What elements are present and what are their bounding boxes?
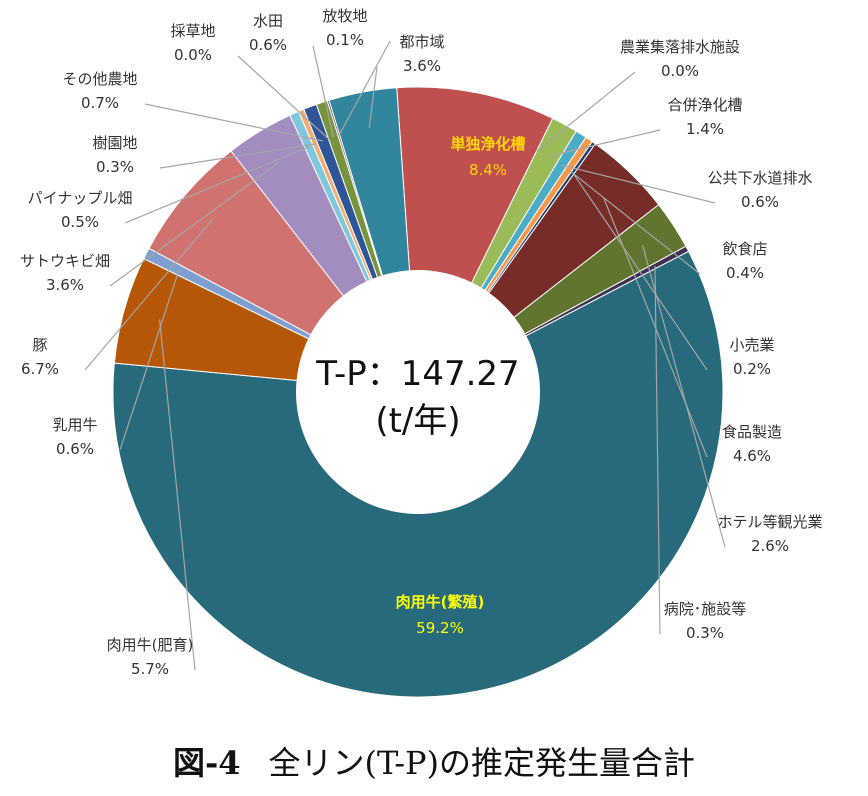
figure-caption: 図-4 全リン(T-P)の推定発生量合計 (0, 738, 868, 784)
slice-2-leader-line (546, 129, 661, 158)
slice-13-leader-line (109, 162, 279, 287)
slice-15-name-label: 樹園地 (92, 134, 137, 152)
slice-16-name-label: その他農地 (62, 70, 137, 88)
slice-16-leader-line (144, 103, 324, 142)
slice-13-value-label: 3.6% (46, 276, 84, 294)
slice-18-value-label: 0.6% (249, 36, 287, 54)
slice-18-name-label: 水田 (253, 12, 283, 30)
slice-14-name-label: パイナップル畑 (28, 189, 133, 207)
slice-9-name-label: 肉用牛(繁殖) (396, 593, 485, 611)
slice-1-name-label: 農業集落排水施設 (620, 38, 740, 56)
slice-5-leader-line (572, 172, 708, 371)
slice-13-name-label: サトウキビ畑 (20, 252, 110, 270)
slice-4-value-label: 0.4% (726, 264, 764, 282)
slice-19-name-label: 放牧地 (322, 7, 367, 25)
slice-5-value-label: 0.2% (733, 360, 771, 378)
slice-9-value-label: 59.2% (416, 619, 464, 637)
slice-1-value-label: 0.0% (661, 62, 699, 80)
slice-20-value-label: 3.6% (403, 57, 441, 75)
center-label-total: T-P：147.27 (315, 354, 519, 394)
slice-6-name-label: 食品製造 (722, 423, 782, 441)
slice-17-name-label: 採草地 (170, 22, 215, 40)
slice-11-name-label: 乳用牛 (52, 416, 97, 434)
figure-title: 全リン(T-P)の推定発生量合計 (268, 744, 696, 782)
slice-8-name-label: 病院･施設等 (664, 600, 747, 618)
slice-17-leader-line (237, 55, 329, 140)
slice-6-value-label: 4.6% (733, 447, 771, 465)
slice-16-value-label: 0.7% (81, 94, 119, 112)
slice-15-leader-line (159, 143, 316, 169)
slice-2-name-label: 合併浄化槽 (667, 96, 742, 114)
slice-8-value-label: 0.3% (686, 624, 724, 642)
slice-12-name-label: 豚 (32, 336, 47, 354)
slice-12-value-label: 6.7% (21, 360, 59, 378)
slice-labels: 単独浄化槽 8.4% 農業集落排水施設 0.0% 合併浄化槽 1.4% 公共下水道排水 0.6… (20, 7, 823, 678)
slice-7-name-label: ホテル等観光業 (717, 513, 822, 531)
slice-20-name-label: 都市域 (399, 33, 444, 51)
slice-7-leader-line (641, 244, 726, 548)
center-label-unit: (t/年) (375, 401, 460, 441)
slice-11-value-label: 0.6% (56, 440, 94, 458)
slice-1-leader-line (536, 71, 636, 152)
slice-19-value-label: 0.1% (326, 31, 364, 49)
slice-2-value-label: 1.4% (686, 120, 724, 138)
slice-18-leader-line (312, 45, 334, 138)
slice-10-value-label: 5.7% (131, 660, 169, 678)
leader-lines (84, 40, 726, 671)
slice-10-leader-line (159, 319, 196, 671)
slice-17-value-label: 0.0% (174, 46, 212, 64)
slice-19-leader-line (338, 40, 391, 136)
slice-4-leader-line (568, 169, 701, 275)
figure-number: 図-4 (172, 744, 241, 782)
slice-4-name-label: 飲食店 (722, 240, 767, 258)
slice-0-name-label: 単独浄化槽 (450, 135, 525, 153)
slice-7-value-label: 2.6% (751, 537, 789, 555)
slice-15-value-label: 0.3% (96, 158, 134, 176)
slice-3-name-label: 公共下水道排水 (707, 169, 812, 187)
slice-3-leader-line (561, 164, 716, 204)
slice-11-leader-line (119, 269, 180, 451)
donut-hole (296, 270, 540, 514)
slice-5-name-label: 小売業 (729, 336, 774, 354)
donut-chart: T-P：147.27 (t/年) 単独浄化槽 8.4% 農業集落排水施設 0.0% 合併… (20, 7, 823, 698)
slice-8-leader-line (654, 265, 661, 635)
slice-10-name-label: 肉用牛(肥育) (107, 636, 194, 654)
slice-14-value-label: 0.5% (61, 213, 99, 231)
slice-0-value-label: 8.4% (469, 161, 507, 179)
slice-14-leader-line (124, 146, 310, 224)
slice-12-leader-line (84, 218, 214, 371)
slice-20-leader-line (368, 66, 378, 129)
slice-3-value-label: 0.6% (741, 193, 779, 211)
